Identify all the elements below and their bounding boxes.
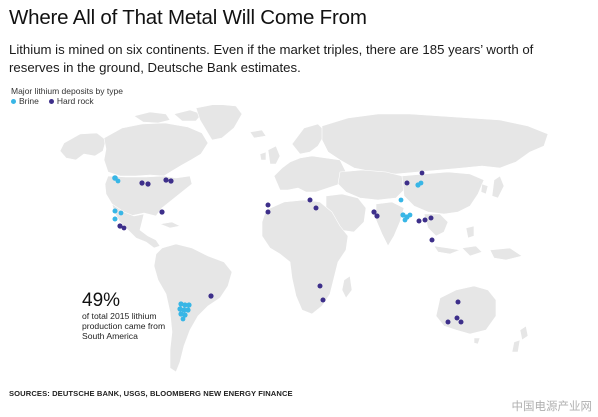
landmass-new-zealand [519, 325, 529, 341]
chart-title: Where All of That Metal Will Come From [9, 6, 367, 29]
brine-deposit-marker [418, 180, 424, 186]
hard-rock-deposit-marker [307, 197, 313, 203]
callout-text: of total 2015 lithium production came fr… [82, 311, 166, 341]
sources-note: SOURCES: DEUTSCHE BANK, USGS, BLOOMBERG … [9, 389, 293, 398]
hard-rock-deposit-marker [458, 319, 464, 325]
hard-rock-deposit-marker [371, 209, 377, 215]
hard-rock-deposit-marker [139, 180, 145, 186]
hard-rock-deposit-marker [422, 217, 428, 223]
landmass-south-america [153, 243, 233, 373]
landmass-africa [261, 199, 349, 315]
hard-rock-deposit-marker [163, 177, 169, 183]
hard-rock-deposit-marker [374, 213, 380, 219]
brine-deposit-marker [186, 302, 192, 308]
hard-rock-swatch-icon [48, 98, 54, 104]
legend-label-hard-rock: Hard rock [56, 96, 94, 106]
brine-deposit-marker [185, 307, 191, 313]
landmass-europe [273, 155, 347, 193]
world-map [59, 105, 549, 373]
landmass-madagascar [341, 275, 353, 299]
callout-percent: 49% [82, 290, 121, 311]
hard-rock-deposit-marker [121, 225, 127, 231]
hard-rock-deposit-marker [117, 223, 123, 229]
hard-rock-deposit-marker [265, 209, 271, 215]
brine-deposit-marker [118, 210, 124, 216]
landmass-alaska [59, 132, 107, 161]
hard-rock-deposit-marker [455, 299, 461, 305]
hard-rock-deposit-marker [313, 205, 319, 211]
hard-rock-deposit-marker [454, 315, 460, 321]
landmass-central-asia [337, 169, 407, 201]
brine-deposit-marker [182, 302, 188, 308]
hard-rock-deposit-marker [208, 293, 214, 299]
brine-deposit-marker [181, 307, 187, 313]
brine-deposit-marker [178, 311, 184, 317]
landmass-usa [104, 175, 193, 217]
hard-rock-deposit-marker [168, 178, 174, 184]
landmass-canada [103, 122, 209, 177]
brine-deposit-marker [180, 316, 186, 322]
hard-rock-deposit-marker [145, 181, 151, 187]
brine-deposit-marker [407, 212, 413, 218]
watermark: 中国电源产业网 [511, 401, 593, 413]
legend-item-brine: Brine [11, 96, 39, 106]
landmass-japan [491, 175, 505, 199]
brine-deposit-marker [400, 212, 406, 218]
hard-rock-deposit-marker [404, 180, 410, 186]
brine-deposit-marker [112, 216, 118, 222]
hard-rock-deposit-marker [419, 170, 425, 176]
hard-rock-deposit-marker [159, 209, 165, 215]
hard-rock-deposits [117, 170, 464, 325]
legend-item-hard-rock: Hard rock [48, 96, 94, 106]
landmass-uk [267, 145, 281, 165]
brine-deposit-marker [398, 197, 404, 203]
landmass-scandinavia [291, 123, 327, 155]
brine-deposit-marker [178, 301, 184, 307]
brine-deposit-marker [402, 217, 408, 223]
landmass-russia [321, 113, 549, 175]
landmass-india [375, 201, 405, 247]
hard-rock-deposit-marker [265, 202, 271, 208]
brine-swatch-icon [11, 98, 16, 104]
landmass-arctic-islands [133, 111, 171, 124]
hard-rock-deposit-marker [428, 215, 434, 221]
landmass-australia [435, 285, 497, 335]
hard-rock-deposit-marker [317, 283, 323, 289]
landmass-greenland [195, 105, 243, 141]
landmass-china [401, 171, 485, 215]
legend-title: Major lithium deposits by type [11, 86, 123, 96]
chart-subtitle: Lithium is mined on six continents. Even… [9, 42, 534, 75]
brine-deposit-marker [182, 312, 188, 318]
hard-rock-deposit-marker [320, 297, 326, 303]
hard-rock-deposit-marker [429, 237, 435, 243]
brine-deposit-marker [112, 208, 118, 214]
legend: Brine Hard rock [11, 96, 94, 106]
legend-label-brine: Brine [19, 96, 39, 106]
brine-deposit-marker [115, 178, 121, 184]
landmass-southeast-asia [423, 213, 449, 237]
brine-deposit-marker [177, 306, 183, 312]
brine-deposits [112, 175, 424, 322]
hard-rock-deposit-marker [416, 218, 422, 224]
hard-rock-deposit-marker [445, 319, 451, 325]
